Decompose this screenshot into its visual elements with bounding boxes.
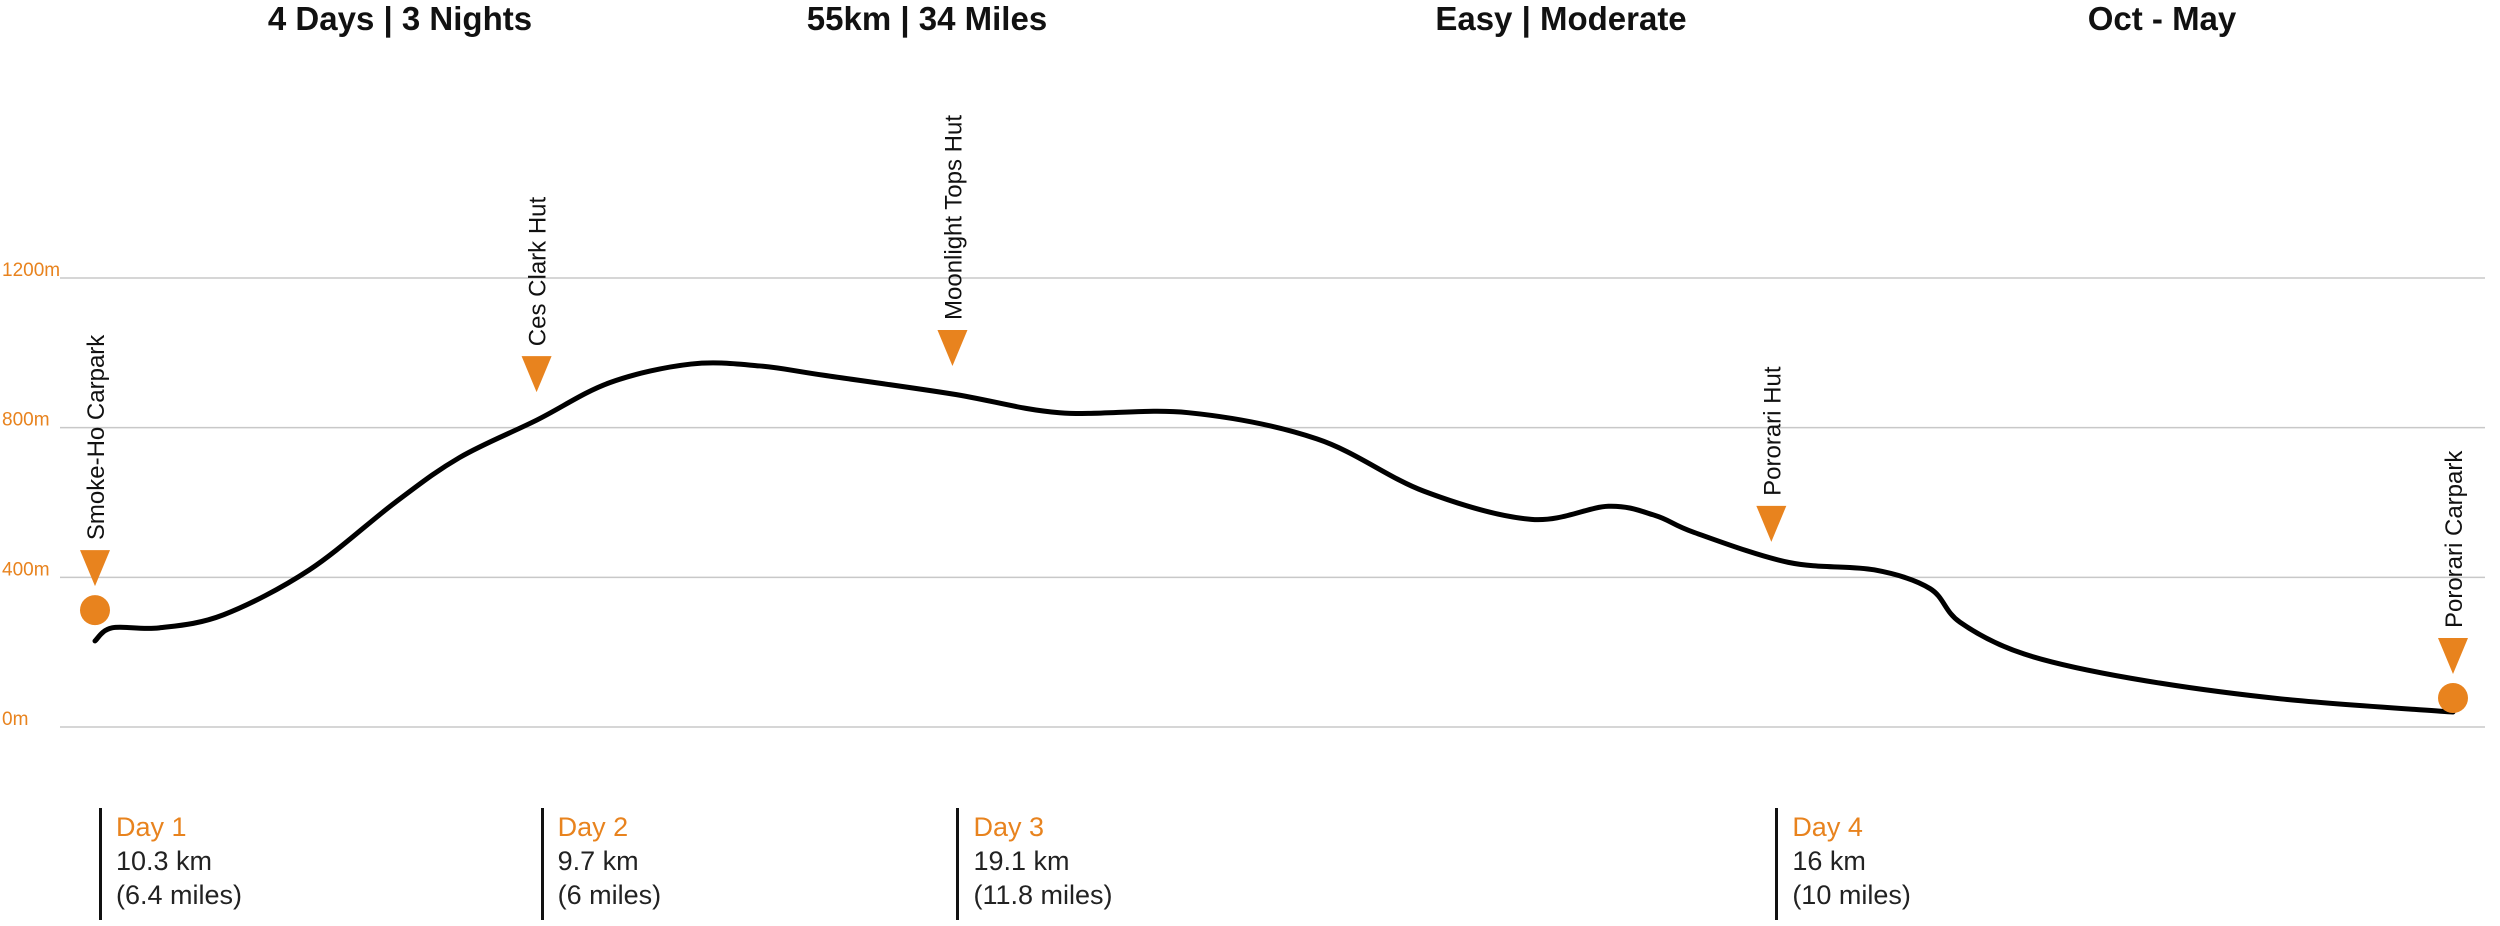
header-difficulty: Easy | Moderate <box>1435 0 1687 37</box>
day-segment-1: Day 1 10.3 km (6.4 miles) <box>99 808 242 920</box>
stop-pororari-carpark: Pororari Carpark <box>2438 450 2468 714</box>
day-distance-km: 16 km <box>1792 846 1866 876</box>
day-title: Day 2 <box>557 812 629 842</box>
stop-moonlight-tops-hut: Moonlight Tops Hut <box>937 115 968 366</box>
stop-label: Pororari Hut <box>1759 366 1786 496</box>
stop-triangle-marker <box>1756 505 1787 542</box>
day-distance-km: 9.7 km <box>557 846 639 876</box>
day-distance-miles: (6 miles) <box>557 880 662 910</box>
day-distance-miles: (10 miles) <box>1792 880 1911 910</box>
stop-label: Moonlight Tops Hut <box>940 115 967 320</box>
trip-summary-header: 4 Days | 3 Nights 55km | 34 Miles Easy |… <box>0 0 2500 60</box>
grid-lines <box>60 277 2485 728</box>
y-tick-label: 800m <box>2 410 50 431</box>
stop-triangle-marker <box>80 550 110 587</box>
day-title: Day 1 <box>116 812 187 842</box>
header-distance: 55km | 34 Miles <box>806 0 1048 37</box>
day-distance-miles: (11.8 miles) <box>973 880 1113 910</box>
day-distance-km: 10.3 km <box>116 846 213 876</box>
y-tick-label: 0m <box>2 709 28 730</box>
stop-circle-marker <box>80 595 110 626</box>
stop-smoke-ho-carpark: Smoke-Ho Carpark <box>80 334 110 626</box>
day-segment-3: Day 3 19.1 km (11.8 miles) <box>956 808 1113 920</box>
stop-triangle-marker <box>2438 638 2468 675</box>
stop-triangle-marker <box>521 356 552 393</box>
y-tick-label: 400m <box>2 559 50 580</box>
stop-ces-clark-hut: Ces Clark Hut <box>521 196 552 393</box>
day-title: Day 4 <box>1792 812 1863 842</box>
day-title: Day 3 <box>973 812 1044 842</box>
stop-circle-marker <box>2438 683 2468 714</box>
day-segment-2: Day 2 9.7 km (6 miles) <box>540 808 662 920</box>
stop-label: Pororari Carpark <box>2441 450 2468 628</box>
day-segment-4: Day 4 16 km (10 miles) <box>1775 808 1911 920</box>
trail-stops: Smoke-Ho Carpark Ces Clark Hut Moonlight T… <box>80 115 2468 714</box>
stop-label: Ces Clark Hut <box>525 196 552 346</box>
y-axis-ticks: 0m 400m 800m 1200m <box>2 260 60 730</box>
y-tick-label: 1200m <box>2 260 60 281</box>
stop-pororari-hut: Pororari Hut <box>1756 366 1787 542</box>
day-distance-km: 19.1 km <box>973 846 1070 876</box>
header-duration: 4 Days | 3 Nights <box>267 0 533 37</box>
elevation-profile-line <box>92 360 2456 715</box>
header-season: Oct - May <box>2087 0 2237 37</box>
day-distance-miles: (6.4 miles) <box>116 880 243 910</box>
stop-label: Smoke-Ho Carpark <box>83 334 110 540</box>
stop-triangle-marker <box>937 329 968 366</box>
